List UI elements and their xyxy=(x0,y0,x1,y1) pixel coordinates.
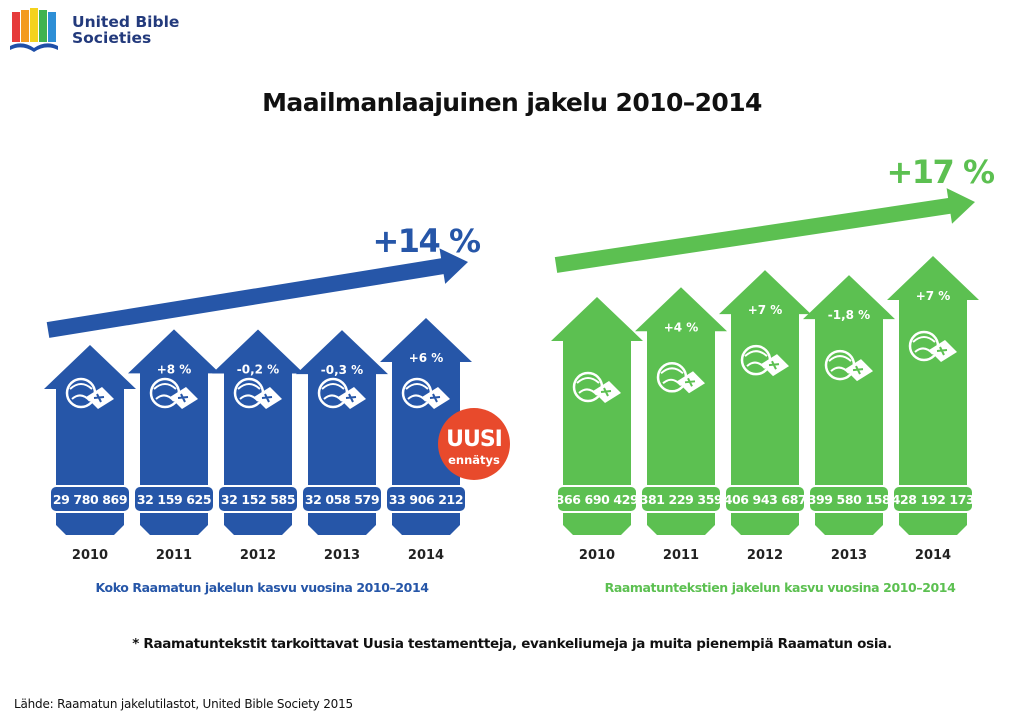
year-label-2010: 2010 xyxy=(579,548,615,563)
value-label-2014: 428 192 173 xyxy=(892,492,975,507)
bar-2013 xyxy=(803,275,895,535)
chart-caption: Koko Raamatun jakelun kasvu vuosina 2010… xyxy=(95,580,429,595)
bar-2012 xyxy=(212,329,304,535)
value-pill-2013 xyxy=(301,485,383,513)
ubs-logo: United Bible Societies xyxy=(10,8,180,56)
year-label-2014: 2014 xyxy=(915,548,951,563)
ubs-logo-icon xyxy=(10,8,58,52)
year-label-2011: 2011 xyxy=(156,548,192,563)
value-pill-2011 xyxy=(133,485,215,513)
change-label-2011: +8 % xyxy=(157,362,192,376)
footnote: * Raamatuntekstit tarkoittavat Uusia tes… xyxy=(132,636,892,652)
bar-2013 xyxy=(296,330,388,535)
value-pill-2012 xyxy=(724,485,806,513)
trend-arrow xyxy=(554,188,975,273)
globe-bible-icon-2011 xyxy=(656,362,705,394)
year-label-2012: 2012 xyxy=(747,548,783,563)
year-label-2011: 2011 xyxy=(663,548,699,563)
chart-caption: Raamatuntekstien jakelun kasvu vuosina 2… xyxy=(605,580,956,595)
total-change-label: +17 % xyxy=(886,153,994,191)
globe-bible-icon-2011 xyxy=(149,377,198,409)
change-label-2013: -0,3 % xyxy=(321,363,363,377)
bar-2010 xyxy=(551,297,643,535)
year-label-2014: 2014 xyxy=(408,548,444,563)
value-label-2013: 32 058 579 xyxy=(305,492,379,507)
trend-arrow xyxy=(46,248,468,338)
page-title: Maailmanlaajuinen jakelu 2010–2014 xyxy=(262,88,762,117)
value-label-2014: 33 906 212 xyxy=(389,492,463,507)
value-pill-2012 xyxy=(217,485,299,513)
change-label-2014: +6 % xyxy=(409,351,444,365)
value-label-2012: 32 152 585 xyxy=(221,492,295,507)
bar-2014 xyxy=(380,318,472,535)
globe-bible-icon-2014 xyxy=(908,330,957,362)
record-badge-line1: UUSI xyxy=(446,427,502,452)
logo-text-line2: Societies xyxy=(72,29,152,47)
year-label-2010: 2010 xyxy=(72,548,108,563)
globe-bible-icon-2013 xyxy=(317,377,366,409)
bar-2011 xyxy=(635,287,727,535)
logo-text: United Bible Societies xyxy=(72,14,179,46)
record-badge-line2: ennätys xyxy=(448,453,500,467)
globe-bible-icon-2010 xyxy=(65,377,114,409)
value-label-2013: 399 580 158 xyxy=(808,492,891,507)
value-label-2011: 32 159 625 xyxy=(137,492,211,507)
value-label-2012: 406 943 687 xyxy=(724,492,807,507)
year-label-2013: 2013 xyxy=(831,548,867,563)
bar-2011 xyxy=(128,329,220,535)
globe-bible-icon-2014 xyxy=(401,377,450,409)
source-note: Lähde: Raamatun jakelutilastot, United B… xyxy=(14,697,353,711)
value-pill-2010 xyxy=(556,485,638,513)
change-label-2012: -0,2 % xyxy=(237,362,279,376)
bar-2014 xyxy=(887,256,979,535)
globe-bible-icon-2012 xyxy=(233,377,282,409)
year-label-2012: 2012 xyxy=(240,548,276,563)
chart-panel-1: 29 780 869 2010 +8 % 32 159 625 2011 -0,2 % 32… xyxy=(44,222,510,595)
logo-text-line1: United Bible xyxy=(72,13,180,31)
change-label-2011: +4 % xyxy=(664,320,699,334)
change-label-2013: -1,8 % xyxy=(828,308,870,322)
value-pill-2011 xyxy=(640,485,722,513)
value-label-2010: 29 780 869 xyxy=(53,492,127,507)
globe-bible-icon-2010 xyxy=(572,371,621,403)
value-pill-2010 xyxy=(49,485,131,513)
value-pill-2014 xyxy=(892,485,974,513)
value-pill-2013 xyxy=(808,485,890,513)
change-label-2014: +7 % xyxy=(916,289,951,303)
change-label-2012: +7 % xyxy=(748,303,783,317)
value-label-2010: 366 690 429 xyxy=(556,492,639,507)
globe-bible-icon-2012 xyxy=(740,344,789,377)
year-label-2013: 2013 xyxy=(324,548,360,563)
value-label-2011: 381 229 359 xyxy=(640,492,723,507)
record-badge-circle xyxy=(438,408,510,480)
bar-2012 xyxy=(719,270,811,535)
total-change-label: +14 % xyxy=(372,222,480,260)
chart-panel-2: 366 690 429 2010 +4 % 381 229 359 2011 +7 % 40… xyxy=(551,153,996,595)
globe-bible-icon-2013 xyxy=(824,349,873,382)
value-pill-2014 xyxy=(385,485,467,513)
